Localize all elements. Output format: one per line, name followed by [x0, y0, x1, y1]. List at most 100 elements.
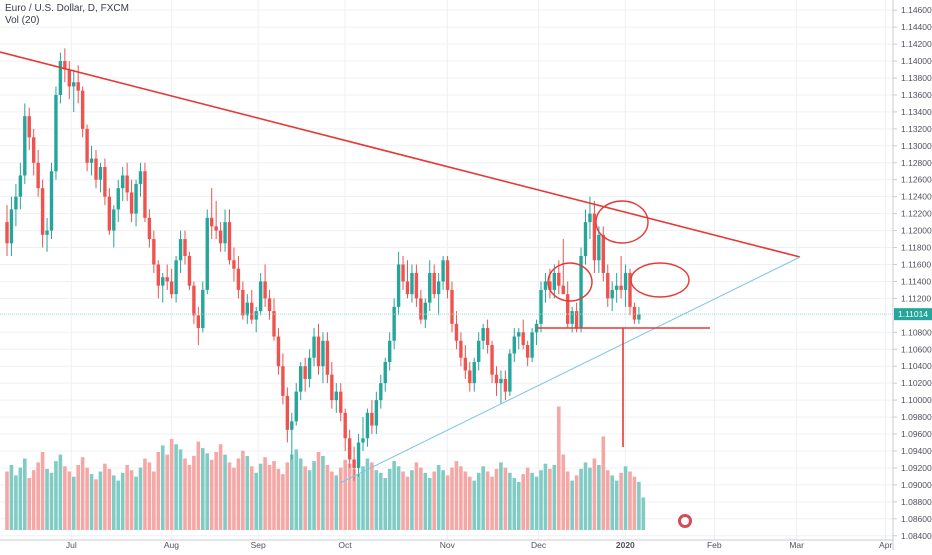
candle-body[interactable] — [254, 311, 258, 320]
candle-body[interactable] — [80, 90, 85, 129]
candle-body[interactable] — [494, 374, 499, 384]
candle-body[interactable] — [419, 298, 423, 320]
candle-body[interactable] — [23, 116, 27, 176]
candle-body[interactable] — [303, 366, 307, 379]
candle-body[interactable] — [285, 395, 290, 430]
candle-body[interactable] — [388, 340, 392, 362]
candle-body[interactable] — [214, 226, 218, 231]
candle-body[interactable] — [250, 302, 254, 320]
candle-body[interactable] — [472, 361, 476, 384]
candle-body[interactable] — [72, 82, 76, 87]
candle-body[interactable] — [512, 336, 516, 354]
candle-body[interactable] — [481, 328, 485, 341]
candle-body[interactable] — [272, 311, 276, 337]
candle-body[interactable] — [597, 234, 601, 261]
candle-body[interactable] — [112, 209, 116, 231]
candle-body[interactable] — [294, 391, 298, 422]
candle-body[interactable] — [574, 311, 579, 329]
candle-body[interactable] — [428, 272, 432, 303]
candle-body[interactable] — [459, 340, 463, 358]
candle-body[interactable] — [561, 285, 565, 295]
candle-body[interactable] — [58, 61, 63, 95]
candle-body[interactable] — [463, 357, 468, 371]
candle-body[interactable] — [307, 357, 312, 379]
candle-body[interactable] — [40, 188, 45, 235]
news-flag-icon[interactable] — [678, 514, 692, 528]
candle-body[interactable] — [258, 281, 263, 312]
candle-body[interactable] — [356, 442, 361, 468]
candle-body[interactable] — [196, 315, 201, 329]
candle-body[interactable] — [27, 116, 31, 138]
left-shoulder-circle[interactable] — [547, 262, 593, 302]
candle-body[interactable] — [89, 158, 94, 163]
candle-body[interactable] — [192, 285, 196, 316]
candle-body[interactable] — [361, 438, 365, 443]
candle-body[interactable] — [63, 61, 67, 70]
candle-body[interactable] — [543, 281, 548, 290]
candle-body[interactable] — [125, 175, 129, 193]
candle-body[interactable] — [321, 340, 325, 367]
candle-body[interactable] — [525, 345, 530, 358]
candle-body[interactable] — [392, 306, 396, 341]
candle-body[interactable] — [116, 188, 120, 210]
candle-body[interactable] — [143, 171, 147, 218]
candle-body[interactable] — [161, 277, 165, 286]
candle-body[interactable] — [245, 302, 249, 316]
candle-body[interactable] — [445, 260, 450, 290]
candle-body[interactable] — [103, 167, 107, 197]
candle-body[interactable] — [508, 353, 512, 392]
candle-body[interactable] — [441, 260, 445, 282]
candle-body[interactable] — [178, 239, 183, 261]
candle-body[interactable] — [36, 162, 40, 189]
candle-body[interactable] — [343, 412, 347, 439]
candle-body[interactable] — [281, 366, 285, 396]
candle-body[interactable] — [405, 281, 410, 295]
candle-body[interactable] — [570, 311, 574, 324]
candle-body[interactable] — [468, 370, 472, 384]
candle-body[interactable] — [316, 336, 321, 367]
candle-body[interactable] — [18, 175, 23, 197]
candle-body[interactable] — [201, 289, 205, 329]
candle-body[interactable] — [210, 217, 214, 227]
candle-body[interactable] — [436, 281, 441, 295]
candle-body[interactable] — [241, 289, 245, 316]
candle-body[interactable] — [339, 391, 343, 413]
candle-body[interactable] — [610, 289, 614, 299]
candle-body[interactable] — [414, 272, 419, 299]
candle-body[interactable] — [374, 400, 379, 426]
candle-body[interactable] — [637, 314, 641, 320]
candle-body[interactable] — [330, 374, 334, 401]
candle-body[interactable] — [396, 264, 401, 307]
candle-body[interactable] — [147, 217, 152, 240]
candle-body[interactable] — [183, 239, 187, 257]
candle-body[interactable] — [312, 336, 316, 358]
candle-body[interactable] — [76, 82, 80, 91]
candle-body[interactable] — [557, 272, 561, 286]
candle-body[interactable] — [169, 281, 174, 295]
candle-body[interactable] — [490, 345, 494, 375]
candle-body[interactable] — [152, 239, 156, 265]
candle-body[interactable] — [334, 391, 338, 401]
candle-body[interactable] — [614, 285, 619, 290]
upper-trendline[interactable] — [0, 51, 801, 258]
candle-body[interactable] — [588, 213, 592, 223]
candle-body[interactable] — [628, 272, 632, 307]
candle-body[interactable] — [236, 268, 241, 290]
candle-body[interactable] — [548, 281, 552, 290]
candle-body[interactable] — [227, 222, 232, 261]
candle-body[interactable] — [267, 298, 272, 312]
candle-body[interactable] — [129, 192, 134, 214]
candle-body[interactable] — [5, 222, 9, 244]
candle-body[interactable] — [67, 69, 71, 87]
lower-trendline[interactable] — [339, 256, 801, 484]
candle-body[interactable] — [138, 171, 143, 184]
candle-body[interactable] — [517, 332, 521, 337]
candle-body[interactable] — [606, 272, 610, 299]
candle-body[interactable] — [107, 196, 112, 231]
candle-body[interactable] — [477, 340, 481, 362]
candle-body[interactable] — [632, 306, 637, 320]
candle-body[interactable] — [521, 332, 525, 346]
candle-body[interactable] — [218, 230, 223, 244]
candle-body[interactable] — [263, 281, 267, 299]
